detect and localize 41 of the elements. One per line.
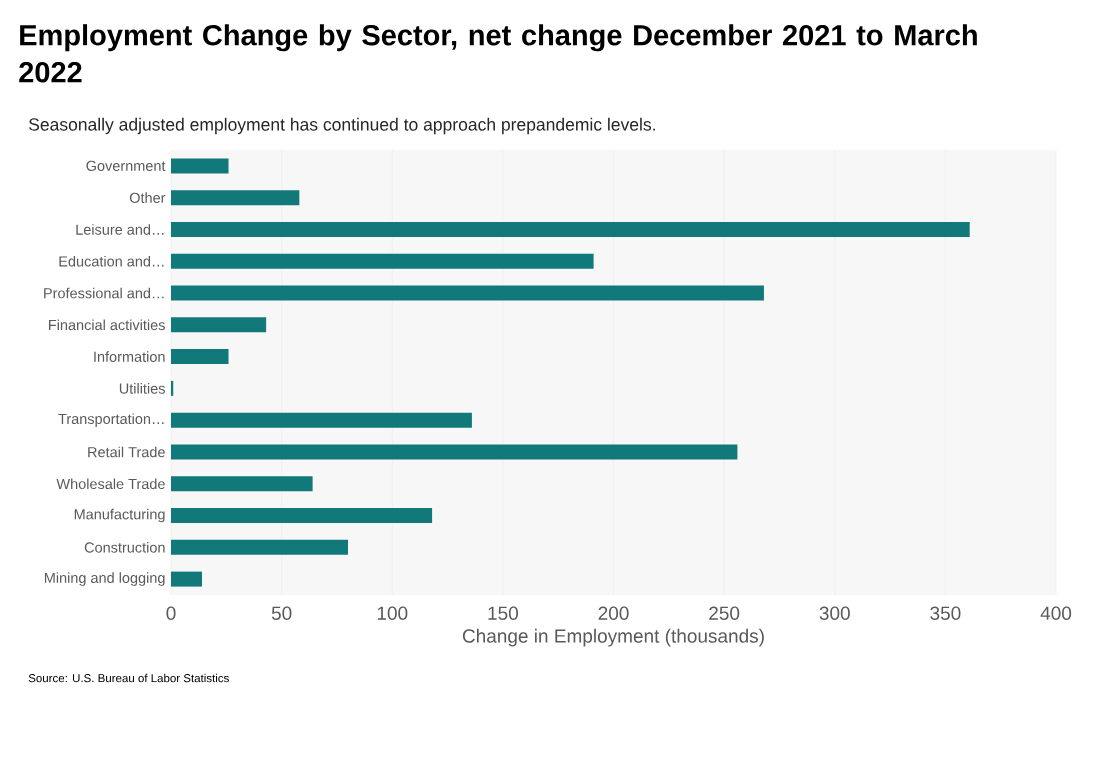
x-tick-label: 150 [488,606,518,620]
bar [171,221,970,237]
y-tick-label: Construction [84,541,165,553]
bar [171,158,229,174]
y-tick-label: Transportation… [58,413,164,427]
y-tick-label: Wholesale Trade [56,478,165,490]
bar [171,571,202,587]
y-tick-label: Manufacturing [74,508,165,523]
chart-subtitle: Seasonally adjusted employment has continued to approach prepandemic levels. [29,117,655,135]
y-tick-label: Other [129,192,166,203]
bar [171,349,229,365]
y-tick-label: Leisure and… [76,224,164,235]
y-tick-label: Mining and logging [44,572,165,586]
x-tick-label: 0 [166,606,176,620]
bar [171,508,433,524]
y-tick-label: Utilities [119,383,165,394]
y-tick-label: Information [94,351,165,362]
bar [171,539,349,555]
bar [171,285,764,301]
bar [171,317,267,333]
y-tick-label: Government [86,160,166,172]
y-tick-label: Financial activities [49,319,165,331]
x-tick-label: 250 [709,606,740,620]
x-tick-label: 50 [271,606,292,620]
chart-title: Employment Change by Sector, net change December 2021 to March 2022 [19,24,977,83]
bar [171,190,300,206]
y-tick-label: Professional and… [44,287,164,299]
bar [171,253,594,269]
source-note: Source: U.S. Bureau of Labor Statistics [28,673,229,683]
y-tick-label: Retail Trade [88,446,165,458]
bar [171,412,472,428]
bar [171,380,174,396]
x-tick-label: 100 [377,606,408,620]
bar [171,476,313,492]
x-axis-title: Change in Employment (thousands) [462,628,764,647]
bar [171,444,738,460]
y-tick-label: Education and… [59,255,164,267]
x-tick-label: 400 [1040,606,1072,620]
x-tick-label: 300 [819,606,850,620]
x-tick-label: 200 [598,606,629,620]
x-tick-label: 350 [930,606,961,620]
